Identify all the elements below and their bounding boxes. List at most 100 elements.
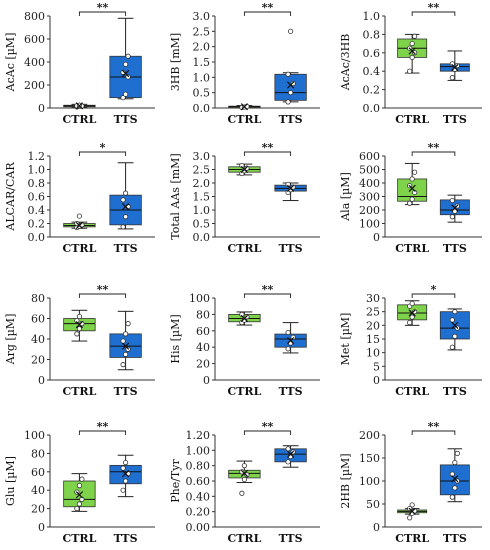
panel-12: 0 50 100 150 200 2HB [µM] CTRL TTS ** bbox=[339, 420, 482, 545]
y-tick-label: 0 bbox=[203, 374, 210, 387]
x-tick-label: TTS bbox=[443, 532, 467, 545]
box-tts bbox=[274, 181, 307, 202]
data-point bbox=[290, 80, 296, 87]
data-point bbox=[241, 476, 247, 483]
box-ctrl bbox=[397, 300, 428, 326]
box-tts bbox=[109, 162, 142, 230]
data-point bbox=[449, 197, 455, 204]
data-point bbox=[285, 446, 291, 452]
mean-marker bbox=[286, 450, 295, 458]
y-tick-label: 0.0 bbox=[28, 231, 46, 244]
mean-marker bbox=[75, 221, 84, 230]
y-tick-label: 20 bbox=[366, 319, 380, 332]
y-tick-label: 0.2 bbox=[28, 218, 46, 231]
x-tick-label: CTRL bbox=[227, 242, 261, 255]
y-tick-label: 100 bbox=[359, 475, 380, 488]
y-tick-label: 0.5 bbox=[193, 218, 211, 231]
y-tick-label: 0.0 bbox=[193, 231, 211, 244]
x-tick-label: TTS bbox=[279, 532, 303, 545]
mean-marker bbox=[240, 165, 249, 174]
panel-3: 0.0 0.2 0.4 0.6 0.8 1.0 AcAc/3HB CTRL TTS ** bbox=[339, 1, 482, 126]
y-tick-label: 80 bbox=[196, 308, 210, 321]
data-point bbox=[76, 326, 83, 332]
data-point bbox=[412, 309, 418, 315]
box-ctrl bbox=[228, 311, 261, 326]
y-tick-label: 1.0 bbox=[28, 164, 46, 177]
panel-4: 0.00.20.40.60.81.01.2 ALCAR/CAR CTRL TTS * bbox=[4, 141, 155, 255]
mean-marker bbox=[408, 507, 416, 515]
significance-label: ** bbox=[428, 141, 440, 154]
data-point bbox=[244, 472, 250, 478]
data-point bbox=[449, 344, 455, 350]
y-tick-label: 2.5 bbox=[193, 164, 211, 177]
y-tick-label: 600 bbox=[359, 150, 380, 163]
y-tick-label: 1.0 bbox=[193, 71, 211, 84]
y-tick-label: 0 bbox=[38, 521, 45, 534]
box-ctrl bbox=[397, 33, 428, 74]
y-tick-label: 600 bbox=[24, 33, 45, 46]
y-tick-label: 3.0 bbox=[193, 150, 211, 163]
panel-8: 0 20 40 60 80 100 His [µM] CTRL TTS ** bbox=[169, 283, 320, 398]
significance-label: ** bbox=[262, 283, 274, 296]
data-point bbox=[123, 214, 129, 220]
y-tick-label: 200 bbox=[359, 429, 380, 442]
data-point bbox=[120, 69, 126, 75]
data-point bbox=[123, 478, 129, 484]
mean-marker bbox=[75, 491, 84, 499]
y-tick-label: 0.4 bbox=[363, 65, 381, 78]
box-ctrl bbox=[63, 473, 96, 512]
data-point bbox=[244, 314, 250, 320]
data-point bbox=[123, 331, 129, 337]
mean-marker bbox=[408, 309, 416, 317]
significance-bracket bbox=[411, 151, 456, 156]
y-tick-label: 3.0 bbox=[193, 10, 211, 23]
data-point bbox=[123, 190, 129, 196]
significance-bracket bbox=[243, 293, 292, 298]
significance-bracket bbox=[78, 11, 127, 16]
y-tick-label: 2.5 bbox=[193, 25, 211, 38]
significance-label: ** bbox=[262, 420, 274, 433]
panel-1: 0 200 400 600 800 AcAc [µM] CTRL TTS ** bbox=[4, 1, 155, 126]
data-point bbox=[239, 469, 245, 475]
data-point bbox=[241, 463, 247, 469]
data-point bbox=[79, 476, 85, 482]
y-tick-label: 20 bbox=[196, 358, 210, 371]
data-point bbox=[120, 465, 126, 471]
box-ctrl bbox=[228, 460, 261, 496]
y-tick-label: 0.60 bbox=[186, 475, 211, 488]
mean-marker bbox=[451, 63, 459, 72]
box-tts bbox=[109, 17, 142, 101]
data-point bbox=[76, 213, 83, 219]
y-tick-label: 2.0 bbox=[193, 41, 211, 54]
significance-label: ** bbox=[97, 420, 109, 433]
y-tick-label: 20 bbox=[31, 354, 45, 367]
significance-bracket bbox=[243, 151, 292, 156]
y-tick-label: 5 bbox=[373, 360, 380, 373]
significance-bracket bbox=[78, 151, 127, 156]
data-point bbox=[285, 459, 291, 465]
panel-5: 0.00.51.01.52.02.53.0 Total AAs [mM] CTRL T… bbox=[169, 141, 320, 255]
data-point bbox=[452, 459, 458, 466]
data-point bbox=[407, 515, 413, 521]
data-point bbox=[409, 502, 415, 508]
x-tick-label: CTRL bbox=[395, 532, 429, 545]
data-point bbox=[76, 501, 83, 507]
box-ctrl bbox=[228, 103, 261, 111]
y-tick-label: 800 bbox=[24, 10, 45, 23]
mean-marker bbox=[408, 184, 416, 193]
y-tick-label: 0.8 bbox=[363, 28, 381, 41]
data-point bbox=[449, 61, 455, 67]
y-tick-label: 0.6 bbox=[28, 191, 46, 204]
mean-marker bbox=[240, 469, 249, 477]
panel-11: 0.00 0.20 0.40 0.60 0.80 1.00 1.20 Phe/Tyr CTRL T… bbox=[169, 420, 320, 545]
y-tick-label: 40 bbox=[196, 341, 210, 354]
data-point bbox=[120, 487, 126, 493]
y-axis-label: Glu [µM] bbox=[4, 456, 17, 506]
data-point bbox=[449, 214, 455, 220]
y-tick-label: 60 bbox=[196, 325, 210, 338]
box-ctrl bbox=[397, 502, 428, 521]
x-tick-label: TTS bbox=[443, 242, 467, 255]
